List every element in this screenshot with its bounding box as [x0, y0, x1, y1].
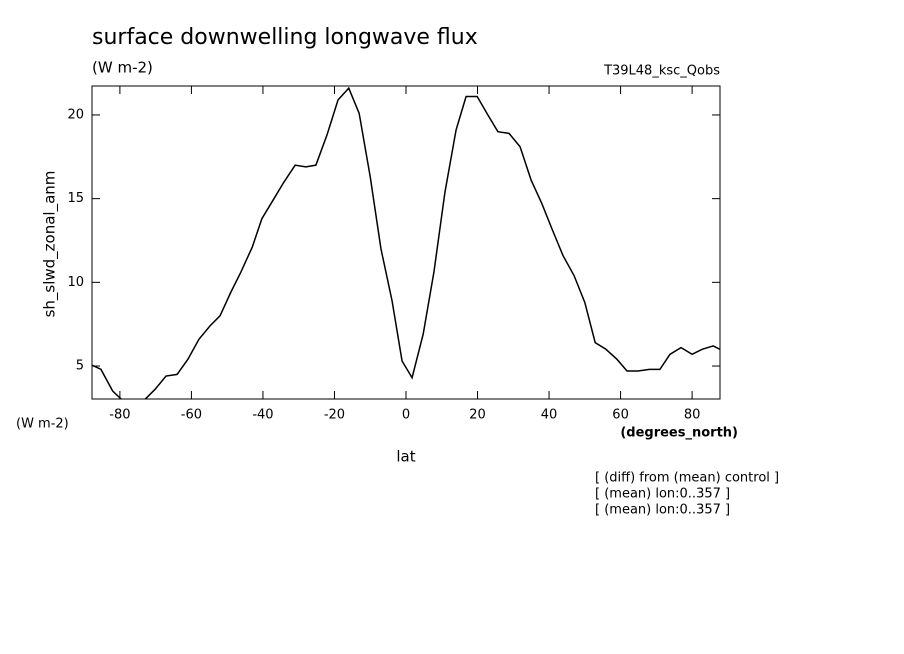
y-axis-label: sh_slwd_zonal_anm: [41, 171, 60, 318]
y-tick-label: 10: [67, 275, 84, 290]
x-tick-label: -60: [181, 408, 202, 423]
annotation: [ (mean) lon:0..357 ]: [595, 487, 730, 502]
x-units: (degrees_north): [620, 426, 738, 441]
x-tick-label: -40: [252, 408, 273, 423]
plot-frame: [91, 85, 721, 400]
annotation: [ (mean) lon:0..357 ]: [595, 503, 730, 518]
x-tick-label: -80: [109, 408, 130, 423]
data-line: [92, 86, 720, 399]
x-tick-label: 60: [612, 408, 629, 423]
annotation: [ (diff) from (mean) control ]: [595, 471, 779, 486]
y-tick-label: 5: [76, 359, 84, 374]
y-units: (W m-2): [16, 417, 69, 432]
y-tick-label: 15: [67, 191, 84, 206]
run-label: T39L48_ksc_Qobs: [603, 64, 720, 79]
x-axis-label: lat: [396, 448, 415, 466]
chart-title: surface downwelling longwave flux: [92, 25, 478, 50]
x-tick-label: 40: [541, 408, 558, 423]
x-tick-label: 80: [684, 408, 701, 423]
y-tick-label: 20: [67, 107, 84, 122]
x-tick-label: 0: [402, 408, 410, 423]
x-tick-label: -20: [324, 408, 345, 423]
x-tick-label: 20: [469, 408, 486, 423]
units: (W m-2): [92, 59, 153, 77]
